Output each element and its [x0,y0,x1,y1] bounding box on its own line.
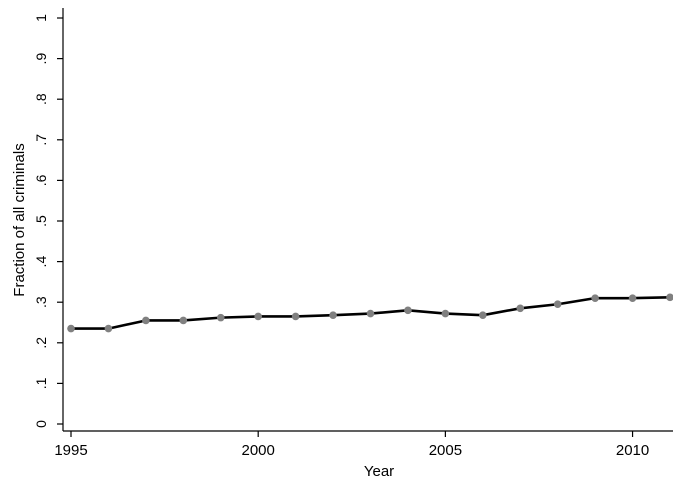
chart-axes [62,8,673,432]
y-tick-label: .2 [33,337,49,349]
y-tick-label: .1 [33,377,49,389]
y-tick-label: 1 [33,14,49,22]
data-point [516,304,525,313]
x-tick-label: 1995 [54,442,87,459]
y-tick-label: .5 [33,215,49,227]
data-point [666,293,673,302]
data-point [104,324,113,333]
data-point [441,309,450,318]
x-axis-ticks: 1995 2000 2005 2010 [54,431,649,459]
data-point [404,306,412,315]
y-axis-ticks: 0 .1 .2 .3 .4 .5 .6 .7 .8 .9 1 [33,14,63,428]
data-point [366,309,375,318]
data-point [67,324,75,333]
data-point [216,313,225,322]
y-tick-label: .4 [33,256,49,268]
chart-series [67,293,673,333]
x-tick-label: 2005 [429,442,462,459]
y-axis-title: Fraction of all criminals [11,143,28,296]
data-point [254,312,262,321]
y-tick-label: .6 [33,174,49,186]
data-point [179,316,188,325]
data-point [628,294,637,302]
data-point [329,311,337,319]
y-tick-label: 0 [33,420,49,428]
x-axis-title: Year [364,463,394,480]
y-tick-label: .7 [33,134,49,146]
data-point [591,294,599,302]
y-tick-label: .8 [33,93,49,105]
x-tick-label: 2000 [242,442,275,459]
data-point [291,312,300,321]
data-point [142,316,150,325]
data-point [479,311,487,319]
y-tick-label: .3 [33,296,49,308]
x-tick-label: 2010 [616,442,649,459]
y-tick-label: .9 [33,53,49,65]
data-point [553,300,562,309]
